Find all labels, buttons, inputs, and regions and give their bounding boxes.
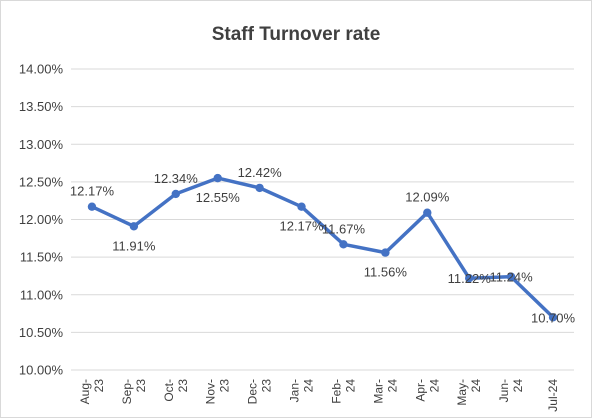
data-label: 11.67% (322, 221, 366, 236)
y-tick-label: 11.50% (20, 250, 64, 265)
data-point (129, 222, 139, 231)
x-tick-line: Jan- (288, 379, 302, 402)
x-tick-line: 24 (302, 379, 316, 393)
y-tick-label: 13.50% (19, 99, 64, 114)
x-tick-line: 24 (385, 379, 399, 393)
x-tick-label: Dec-23 (246, 379, 274, 405)
x-tick-label: Oct-23 (162, 379, 190, 402)
data-point (255, 183, 264, 193)
y-tick-label: 12.00% (19, 212, 64, 227)
data-point (297, 202, 306, 211)
data-label: 11.22% (448, 271, 492, 286)
x-tick-line: 24 (469, 379, 483, 393)
x-tick-line: Mar- (371, 379, 385, 404)
x-tick-line: 23 (218, 379, 232, 393)
data-label: 12.42% (238, 165, 283, 180)
x-tick-text: Sep-23 (120, 379, 148, 405)
x-tick-label: Apr-24 (413, 379, 441, 402)
x-tick-label: Feb-24 (329, 379, 357, 404)
x-tick-label: Nov-23 (204, 379, 232, 405)
data-label: 12.34% (154, 171, 199, 186)
x-tick-label: Jul-24 (546, 379, 560, 412)
data-point (87, 202, 97, 211)
y-tick-label: 10.50% (19, 325, 64, 340)
x-tick-line: 24 (427, 379, 441, 393)
data-point (381, 248, 390, 257)
x-tick-line: Oct- (162, 379, 176, 402)
y-tick-label: 12.50% (19, 174, 64, 189)
data-label: 11.24% (490, 270, 534, 285)
y-tick-label: 14.00% (19, 62, 64, 77)
data-label: 12.17% (279, 219, 324, 234)
x-tick-line: 23 (176, 379, 190, 393)
x-tick-text: Jun-24 (497, 379, 525, 403)
data-point (506, 272, 516, 281)
x-tick-line: 23 (134, 379, 148, 393)
x-tick-text: Jul-24 (546, 379, 560, 412)
y-tick-label: 11.00% (20, 287, 64, 302)
data-point (339, 240, 348, 249)
x-tick-line: May- (455, 379, 469, 406)
data-label: 11.91% (112, 238, 156, 253)
data-label: 12.17% (70, 184, 115, 199)
x-tick-text: Jan-24 (288, 379, 316, 403)
x-tick-line: 23 (260, 379, 274, 393)
x-tick-label: Aug-23 (78, 379, 106, 405)
x-tick-line: 24 (511, 379, 525, 393)
data-point (465, 273, 474, 283)
y-tick-label: 10.00% (19, 363, 64, 378)
x-tick-line: Dec- (246, 379, 260, 404)
x-tick-text: May-24 (455, 379, 483, 406)
data-point (423, 208, 432, 217)
data-label: 12.55% (196, 190, 241, 205)
data-label: 11.56% (364, 265, 408, 280)
x-tick-label: Mar-24 (371, 379, 399, 404)
x-tick-line: Apr- (413, 379, 427, 402)
x-tick-line: Nov- (204, 379, 218, 404)
x-tick-label: Jun-24 (497, 379, 525, 403)
x-tick-text: Dec-23 (246, 379, 274, 405)
data-point (213, 173, 222, 183)
x-tick-line: 23 (92, 379, 106, 393)
x-tick-line: Jun- (497, 379, 511, 402)
data-label: 10.70% (531, 310, 576, 325)
y-tick-label: 13.00% (19, 137, 64, 152)
x-tick-text: Oct-23 (162, 379, 190, 402)
chart-title: Staff Turnover rate (212, 24, 381, 45)
x-tick-line: Aug- (78, 379, 92, 404)
x-tick-line: 24 (343, 379, 357, 393)
x-tick-text: Nov-23 (204, 379, 232, 405)
x-tick-text: Feb-24 (329, 379, 357, 404)
x-tick-line: Sep- (120, 379, 134, 404)
data-point (548, 313, 558, 322)
x-tick-line: Feb- (329, 379, 343, 404)
x-tick-text: Apr-24 (413, 379, 441, 402)
x-tick-label: Jan-24 (288, 379, 316, 403)
data-point (171, 189, 180, 199)
series-line (90, 176, 555, 320)
x-tick-text: Aug-23 (78, 379, 106, 405)
x-tick-label: Sep-23 (120, 379, 148, 405)
data-label: 12.09% (405, 190, 450, 205)
x-tick-label: May-24 (455, 379, 483, 406)
x-tick-text: Mar-24 (371, 379, 399, 404)
